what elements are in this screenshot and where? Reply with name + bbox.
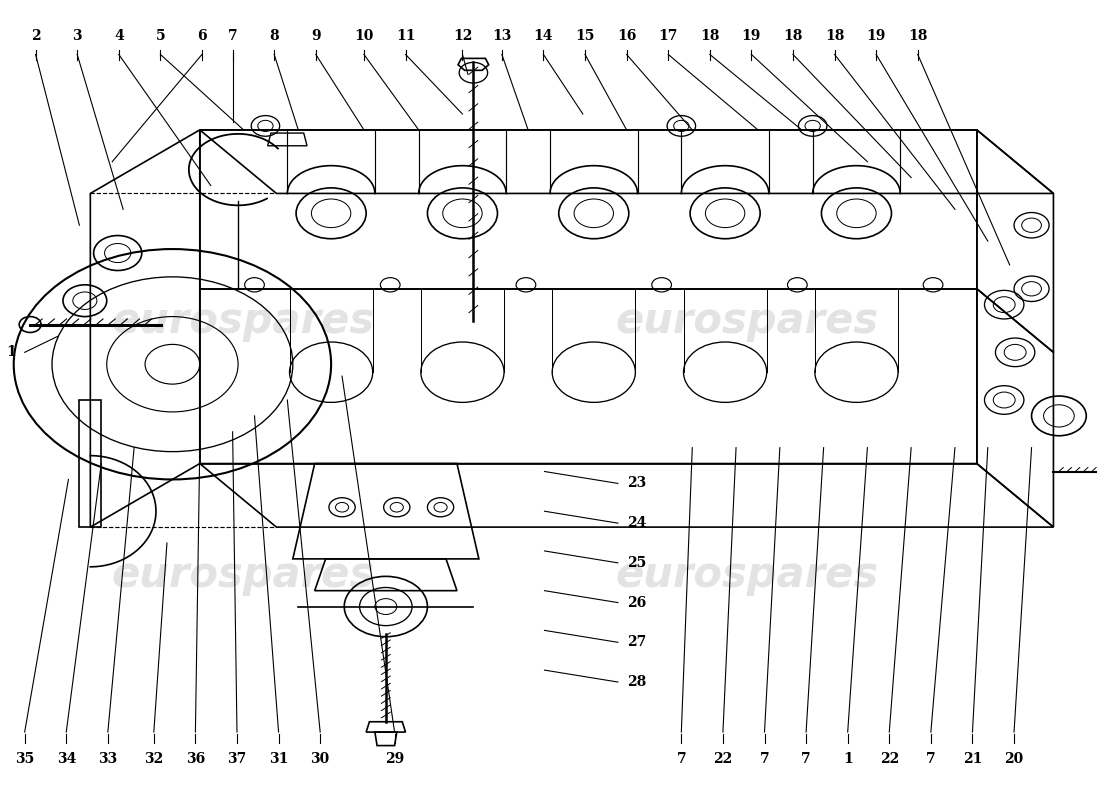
Text: eurospares: eurospares xyxy=(615,299,879,342)
Text: eurospares: eurospares xyxy=(615,554,879,596)
Text: 35: 35 xyxy=(15,752,34,766)
Text: 11: 11 xyxy=(396,29,416,43)
Text: 16: 16 xyxy=(617,29,636,43)
Text: 1: 1 xyxy=(7,346,16,359)
Text: 3: 3 xyxy=(73,29,82,43)
Text: 30: 30 xyxy=(310,752,330,766)
Text: 31: 31 xyxy=(268,752,288,766)
Text: 29: 29 xyxy=(385,752,404,766)
Text: 19: 19 xyxy=(867,29,886,43)
Text: 4: 4 xyxy=(114,29,123,43)
Text: 27: 27 xyxy=(627,635,646,650)
Text: eurospares: eurospares xyxy=(112,299,375,342)
Text: 6: 6 xyxy=(197,29,207,43)
Text: 28: 28 xyxy=(627,675,646,689)
Text: 7: 7 xyxy=(228,29,238,43)
Text: 9: 9 xyxy=(311,29,320,43)
Text: 17: 17 xyxy=(659,29,678,43)
Text: 5: 5 xyxy=(155,29,165,43)
Text: 22: 22 xyxy=(713,752,733,766)
Text: 36: 36 xyxy=(186,752,205,766)
Text: 25: 25 xyxy=(627,556,646,570)
Text: 19: 19 xyxy=(741,29,761,43)
Text: 23: 23 xyxy=(627,477,646,490)
Text: 15: 15 xyxy=(575,29,595,43)
Text: 26: 26 xyxy=(627,595,646,610)
Text: 7: 7 xyxy=(676,752,686,766)
Text: 18: 18 xyxy=(908,29,927,43)
Text: 13: 13 xyxy=(492,29,512,43)
Text: 18: 18 xyxy=(783,29,803,43)
Text: 20: 20 xyxy=(1004,752,1024,766)
Text: 2: 2 xyxy=(31,29,41,43)
Text: 32: 32 xyxy=(144,752,164,766)
Text: 18: 18 xyxy=(700,29,719,43)
Text: 7: 7 xyxy=(926,752,936,766)
Text: 24: 24 xyxy=(627,516,646,530)
Text: 14: 14 xyxy=(534,29,553,43)
Text: 10: 10 xyxy=(354,29,374,43)
Text: eurospares: eurospares xyxy=(112,554,375,596)
Text: 37: 37 xyxy=(228,752,246,766)
Text: 1: 1 xyxy=(843,752,852,766)
Text: 34: 34 xyxy=(56,752,76,766)
Text: 7: 7 xyxy=(801,752,811,766)
Text: 12: 12 xyxy=(453,29,472,43)
Text: 8: 8 xyxy=(270,29,279,43)
Text: 21: 21 xyxy=(962,752,982,766)
Text: 18: 18 xyxy=(825,29,844,43)
Text: 22: 22 xyxy=(880,752,899,766)
Text: 33: 33 xyxy=(98,752,118,766)
Text: 7: 7 xyxy=(760,752,769,766)
